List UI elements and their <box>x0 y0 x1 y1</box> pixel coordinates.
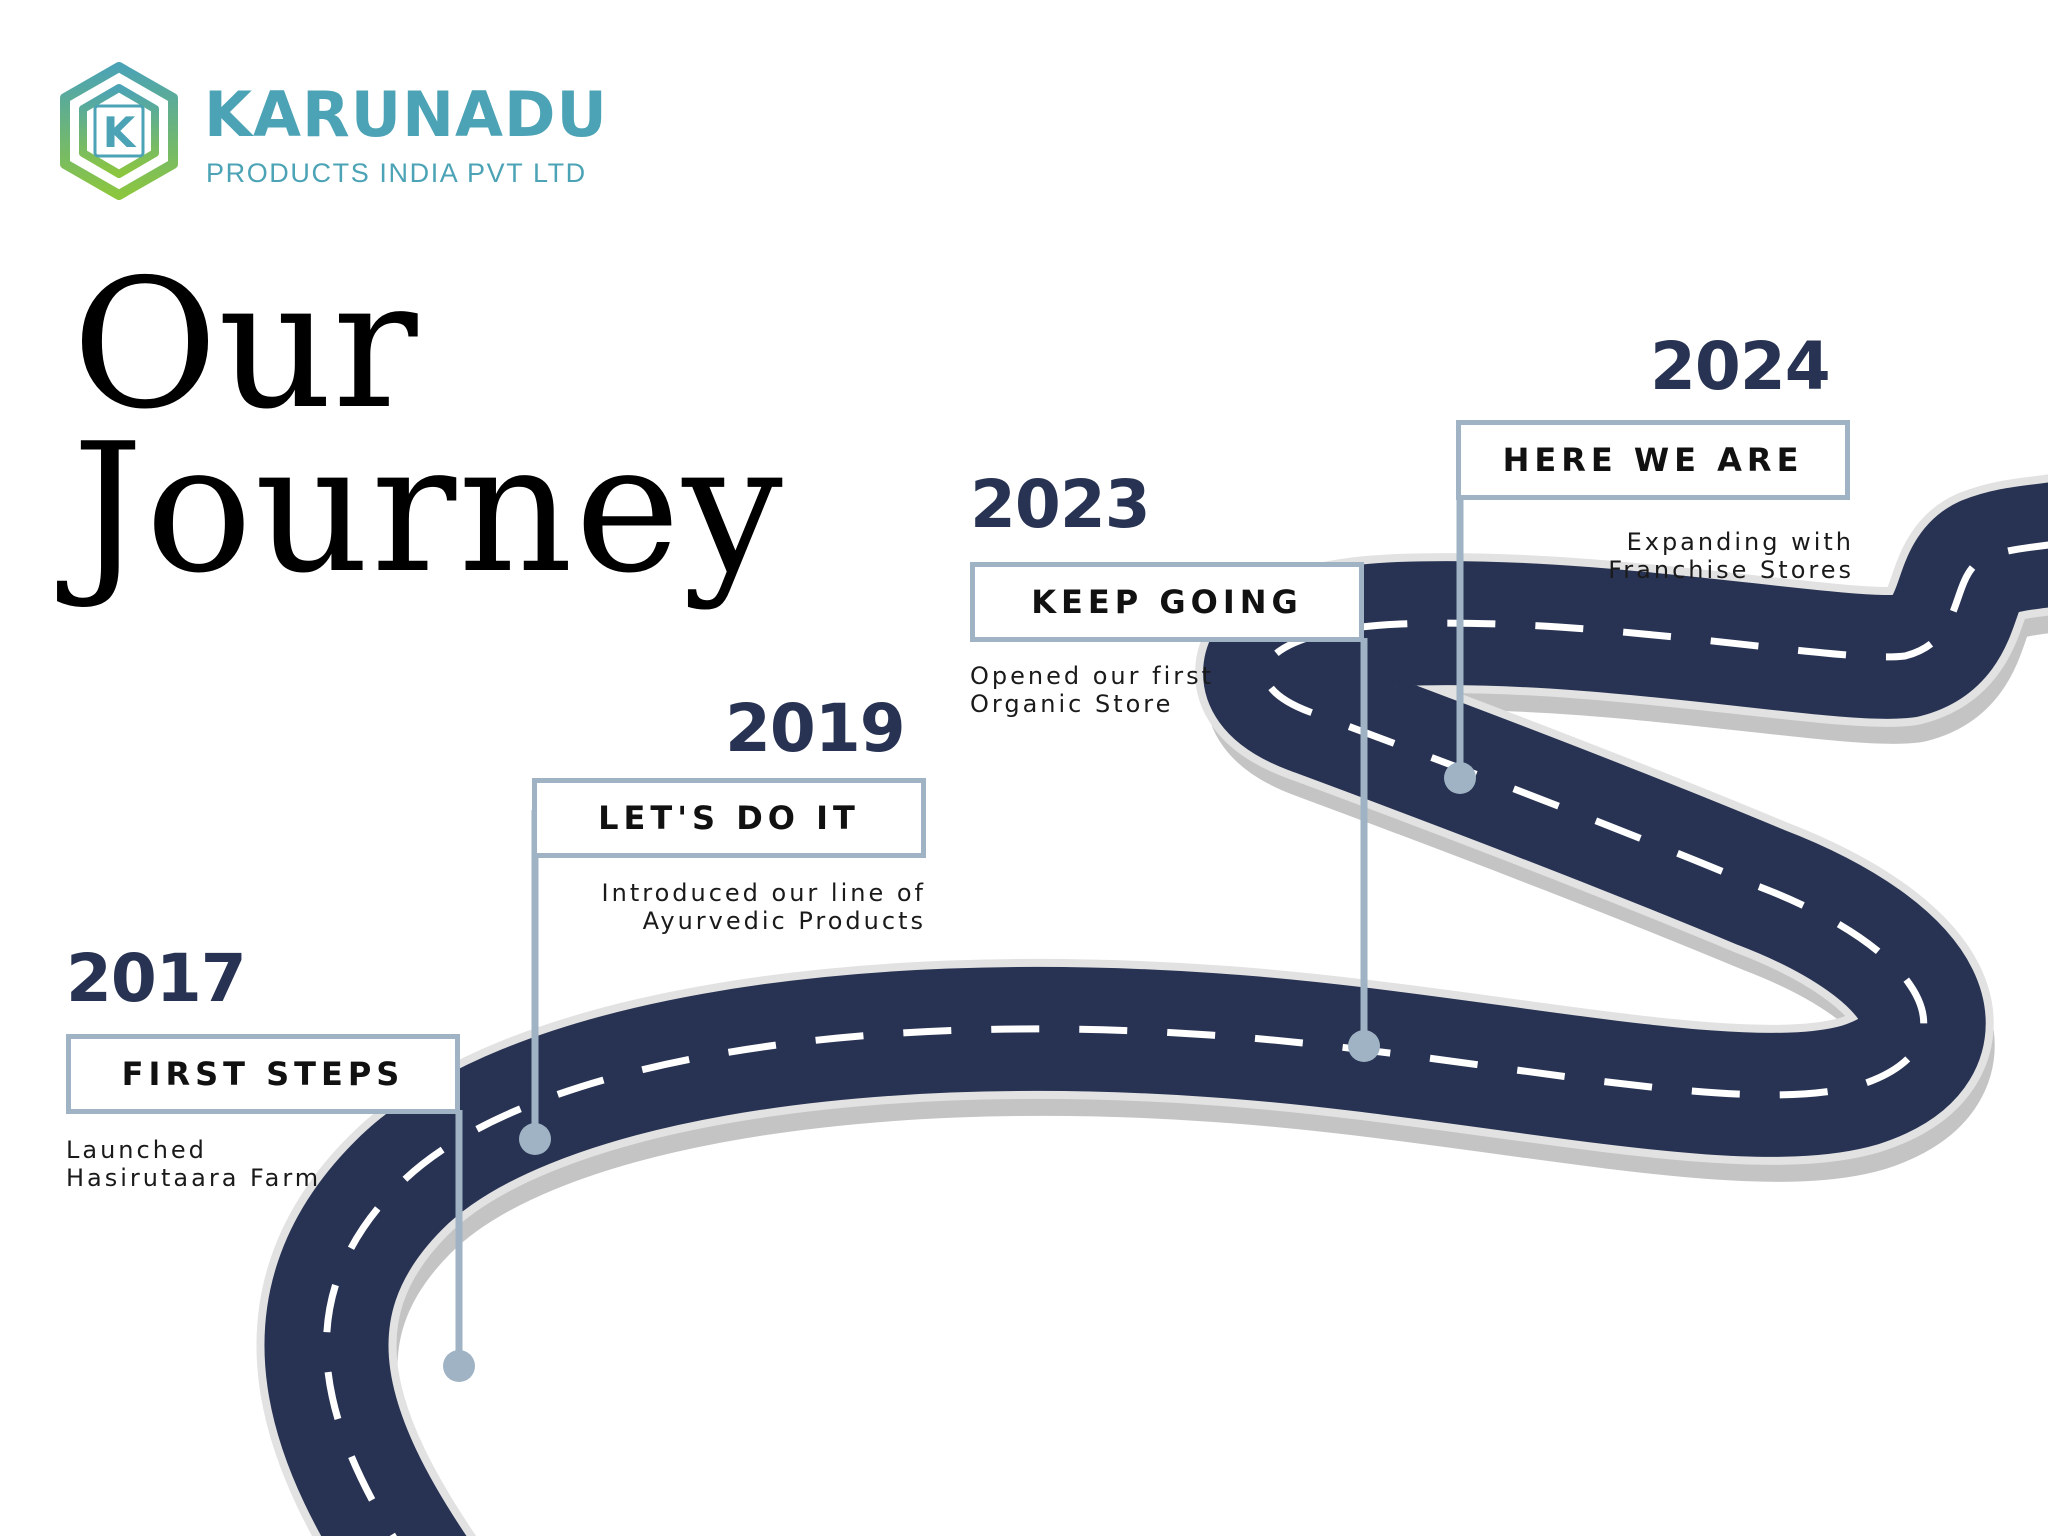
hexagon-logo-icon: K <box>60 62 178 200</box>
milestone-desc-line: Organic Store <box>970 690 1174 718</box>
milestone-desc-line: Launched <box>66 1136 207 1164</box>
milestone-box-lets-do-it: LET'S DO IT <box>532 778 926 858</box>
milestone-description: Expanding with Franchise Stores <box>1454 528 1854 584</box>
milestone-title: FIRST STEPS <box>121 1055 405 1093</box>
milestone-box-here-we-are: HERE WE ARE <box>1456 420 1850 500</box>
milestone-title: HERE WE ARE <box>1502 441 1804 479</box>
milestone-description: Launched Hasirutaara Farm <box>66 1136 466 1192</box>
marker-dot-2024 <box>1444 762 1476 794</box>
milestone-box-keep-going: KEEP GOING <box>970 562 1364 642</box>
milestone-year: 2017 <box>66 940 247 1017</box>
milestone-desc-line: Ayurvedic Products <box>642 907 926 935</box>
milestone-desc-line: Expanding with <box>1626 528 1854 556</box>
milestone-description: Opened our first Organic Store <box>970 662 1370 718</box>
company-subtitle: PRODUCTS INDIA PVT LTD <box>206 158 587 188</box>
marker-dots <box>443 762 1476 1382</box>
milestone-year: 2024 <box>1650 328 1831 405</box>
milestone-description: Introduced our line of Ayurvedic Product… <box>526 879 926 935</box>
lane-marking <box>322 541 2048 1536</box>
company-name: KARUNADU <box>204 78 608 151</box>
milestone-title: KEEP GOING <box>1031 583 1303 621</box>
logo-monogram: K <box>103 108 137 157</box>
milestone-year: 2019 <box>725 690 906 767</box>
headline-line-2: Journey <box>72 405 785 612</box>
milestone-box-first-steps: FIRST STEPS <box>66 1034 460 1114</box>
marker-dot-2017 <box>443 1350 475 1382</box>
headline-line-1: Our <box>72 241 418 448</box>
marker-poles <box>455 496 1464 1366</box>
milestone-desc-line: Opened our first <box>970 662 1215 690</box>
milestone-desc-line: Introduced our line of <box>601 879 926 907</box>
road-group <box>256 474 2048 1536</box>
marker-dot-2023 <box>1348 1030 1380 1062</box>
milestone-year: 2023 <box>970 466 1151 543</box>
milestone-title: LET'S DO IT <box>598 799 860 837</box>
marker-dot-2019 <box>519 1123 551 1155</box>
milestone-desc-line: Hasirutaara Farm <box>66 1164 322 1192</box>
milestone-desc-line: Franchise Stores <box>1608 556 1854 584</box>
